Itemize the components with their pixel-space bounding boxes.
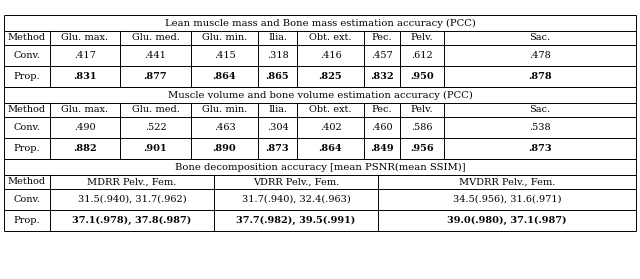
Text: Conv.: Conv. xyxy=(13,195,40,204)
Text: 34.5(.956), 31.6(.971): 34.5(.956), 31.6(.971) xyxy=(452,195,561,204)
Text: Prop.: Prop. xyxy=(13,144,40,153)
Text: Prop.: Prop. xyxy=(13,216,40,225)
Text: .417: .417 xyxy=(74,51,96,60)
Text: Ilia.: Ilia. xyxy=(268,105,287,114)
Text: .890: .890 xyxy=(212,144,236,153)
Text: Pec.: Pec. xyxy=(372,33,392,42)
Text: Obt. ext.: Obt. ext. xyxy=(309,33,352,42)
Text: .831: .831 xyxy=(73,72,97,81)
Text: .318: .318 xyxy=(267,51,289,60)
Text: .490: .490 xyxy=(74,123,96,132)
Text: .522: .522 xyxy=(145,123,166,132)
Text: Lean muscle mass and Bone mass estimation accuracy (PCC): Lean muscle mass and Bone mass estimatio… xyxy=(164,18,476,28)
Text: Pec.: Pec. xyxy=(372,105,392,114)
Text: .457: .457 xyxy=(371,51,393,60)
Text: Method: Method xyxy=(8,105,46,114)
Text: Method: Method xyxy=(8,177,46,186)
Text: Bone decomposition accuracy [mean PSNR(mean SSIM)]: Bone decomposition accuracy [mean PSNR(m… xyxy=(175,162,465,172)
Text: .825: .825 xyxy=(319,72,342,81)
Text: Pelv.: Pelv. xyxy=(411,33,433,42)
Text: Obt. ext.: Obt. ext. xyxy=(309,105,352,114)
Text: Conv.: Conv. xyxy=(13,51,40,60)
Text: 37.7(.982), 39.5(.991): 37.7(.982), 39.5(.991) xyxy=(236,216,356,225)
Text: .878: .878 xyxy=(528,72,552,81)
Text: .864: .864 xyxy=(319,144,342,153)
Text: Glu. max.: Glu. max. xyxy=(61,33,109,42)
Text: .441: .441 xyxy=(145,51,166,60)
Text: 31.5(.940), 31.7(.962): 31.5(.940), 31.7(.962) xyxy=(77,195,186,204)
Text: .416: .416 xyxy=(319,51,341,60)
Text: MDRR Pelv., Fem.: MDRR Pelv., Fem. xyxy=(87,177,177,186)
Text: Glu. min.: Glu. min. xyxy=(202,33,247,42)
Text: .304: .304 xyxy=(267,123,289,132)
Text: MVDRR Pelv., Fem.: MVDRR Pelv., Fem. xyxy=(459,177,555,186)
Text: .864: .864 xyxy=(212,72,236,81)
Text: Sac.: Sac. xyxy=(529,33,550,42)
Text: .402: .402 xyxy=(319,123,341,132)
Text: Pelv.: Pelv. xyxy=(411,105,433,114)
Text: .950: .950 xyxy=(410,72,434,81)
Text: .865: .865 xyxy=(266,72,289,81)
Text: 31.7(.940), 32.4(.963): 31.7(.940), 32.4(.963) xyxy=(242,195,350,204)
Text: Ilia.: Ilia. xyxy=(268,33,287,42)
Text: 37.1(.978), 37.8(.987): 37.1(.978), 37.8(.987) xyxy=(72,216,191,225)
Text: .882: .882 xyxy=(73,144,97,153)
Text: .478: .478 xyxy=(529,51,551,60)
Text: Conv.: Conv. xyxy=(13,123,40,132)
Text: Glu. max.: Glu. max. xyxy=(61,105,109,114)
Text: .415: .415 xyxy=(214,51,236,60)
Text: Glu. min.: Glu. min. xyxy=(202,105,247,114)
Text: VDRR Pelv., Fem.: VDRR Pelv., Fem. xyxy=(253,177,339,186)
Text: .612: .612 xyxy=(411,51,433,60)
Text: 39.0(.980), 37.1(.987): 39.0(.980), 37.1(.987) xyxy=(447,216,567,225)
Text: .877: .877 xyxy=(144,72,167,81)
Text: Glu. med.: Glu. med. xyxy=(132,105,179,114)
Text: Method: Method xyxy=(8,33,46,42)
Text: Muscle volume and bone volume estimation accuracy (PCC): Muscle volume and bone volume estimation… xyxy=(168,90,472,100)
Text: .460: .460 xyxy=(371,123,393,132)
Text: .586: .586 xyxy=(412,123,433,132)
Text: Glu. med.: Glu. med. xyxy=(132,33,179,42)
Text: .849: .849 xyxy=(370,144,394,153)
Text: .832: .832 xyxy=(370,72,394,81)
Text: Sac.: Sac. xyxy=(529,105,550,114)
Text: Prop.: Prop. xyxy=(13,72,40,81)
Text: .901: .901 xyxy=(144,144,167,153)
Text: .873: .873 xyxy=(528,144,552,153)
Text: .463: .463 xyxy=(214,123,236,132)
Text: .956: .956 xyxy=(410,144,434,153)
Text: .873: .873 xyxy=(266,144,289,153)
Text: .538: .538 xyxy=(529,123,551,132)
